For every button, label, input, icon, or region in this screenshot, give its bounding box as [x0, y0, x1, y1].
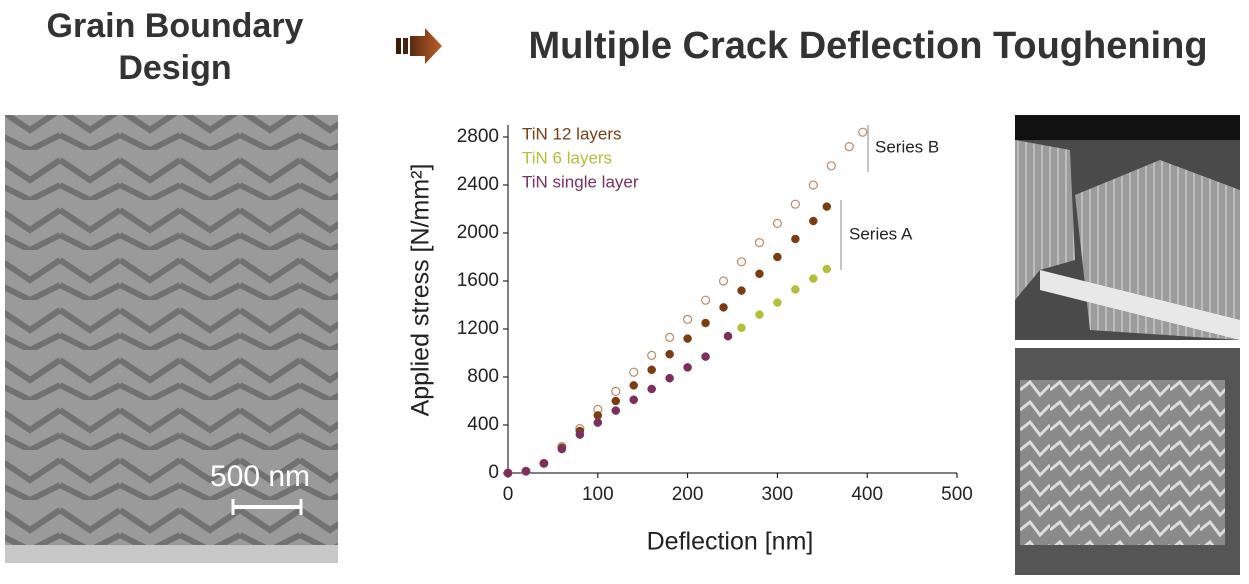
- data-point: [755, 269, 764, 279]
- data-point: [826, 161, 836, 171]
- data-point: [791, 285, 800, 294]
- data-point: [808, 180, 818, 190]
- y-tick-label: 800: [467, 366, 499, 387]
- sem-image-bottom: [1015, 348, 1240, 575]
- data-point: [809, 274, 818, 283]
- data-point: [858, 127, 868, 137]
- data-point: [791, 234, 800, 244]
- legend-entry: TiN 12 layers: [522, 124, 622, 143]
- data-point: [557, 444, 567, 454]
- x-tick-label: 300: [762, 484, 794, 505]
- x-tick-label: 0: [503, 484, 514, 505]
- data-point: [701, 318, 710, 328]
- data-point: [647, 384, 656, 394]
- y-tick-label: 2800: [457, 126, 499, 147]
- data-point: [503, 468, 513, 478]
- data-point: [754, 238, 765, 248]
- data-point: [611, 406, 621, 415]
- data-point: [844, 142, 854, 152]
- data-point: [539, 459, 549, 468]
- data-point: [521, 466, 531, 476]
- data-point: [647, 365, 656, 375]
- tem-image: 500 nm: [5, 115, 338, 563]
- data-point: [809, 216, 818, 226]
- sem-image-top: [1015, 115, 1240, 340]
- y-tick-label: 2400: [457, 174, 499, 195]
- y-tick-label: 0: [488, 462, 499, 483]
- data-point: [611, 386, 621, 396]
- data-point: [665, 349, 674, 359]
- right-title: Multiple Crack Deflection Toughening: [528, 25, 1207, 67]
- data-point: [700, 295, 711, 305]
- legend-entry: TiN single layer: [522, 172, 639, 191]
- y-tick-label: 400: [467, 414, 499, 435]
- data-point: [629, 367, 639, 377]
- y-axis-label: Applied stress [N/mm²]: [407, 164, 435, 417]
- data-point: [701, 352, 710, 361]
- y-tick-label: 1600: [457, 270, 499, 291]
- data-point: [723, 331, 733, 341]
- legend-entry: TiN 6 layers: [522, 148, 612, 167]
- data-point: [822, 264, 832, 274]
- annotation: Series B: [875, 137, 939, 156]
- x-tick-label: 500: [941, 484, 973, 505]
- data-point: [629, 395, 638, 405]
- scale-bar-label: 500 nm: [210, 460, 310, 493]
- data-point: [682, 314, 693, 324]
- arrow-icon: [396, 28, 442, 64]
- data-point: [737, 286, 746, 295]
- data-point: [629, 381, 638, 390]
- y-tick-label: 1200: [457, 318, 499, 339]
- left-title: Design: [118, 49, 231, 87]
- data-point: [647, 350, 657, 360]
- chart: Deflection [nm] Applied stress [N/mm²] S…: [407, 124, 973, 555]
- data-point: [665, 373, 674, 383]
- x-tick-label: 200: [672, 484, 704, 505]
- data-point: [736, 257, 747, 267]
- data-point: [737, 323, 746, 333]
- x-tick-label: 400: [851, 484, 883, 505]
- data-point: [822, 202, 832, 211]
- data-point: [611, 396, 621, 406]
- data-point: [719, 303, 728, 312]
- data-point: [593, 411, 603, 420]
- data-point: [790, 199, 800, 209]
- data-point: [593, 418, 603, 427]
- data-point: [575, 430, 585, 439]
- annotation: Series A: [849, 224, 913, 243]
- data-point: [772, 218, 783, 228]
- data-point: [755, 310, 764, 319]
- data-point: [683, 334, 692, 343]
- data-point: [773, 298, 782, 307]
- y-tick-label: 2000: [457, 222, 499, 243]
- left-title: Grain Boundary: [47, 7, 304, 45]
- x-tick-label: 100: [582, 484, 614, 505]
- data-point: [665, 332, 675, 342]
- data-point: [718, 276, 729, 286]
- data-point: [683, 363, 692, 372]
- x-axis-label: Deflection [nm]: [647, 528, 814, 556]
- data-point: [773, 252, 782, 262]
